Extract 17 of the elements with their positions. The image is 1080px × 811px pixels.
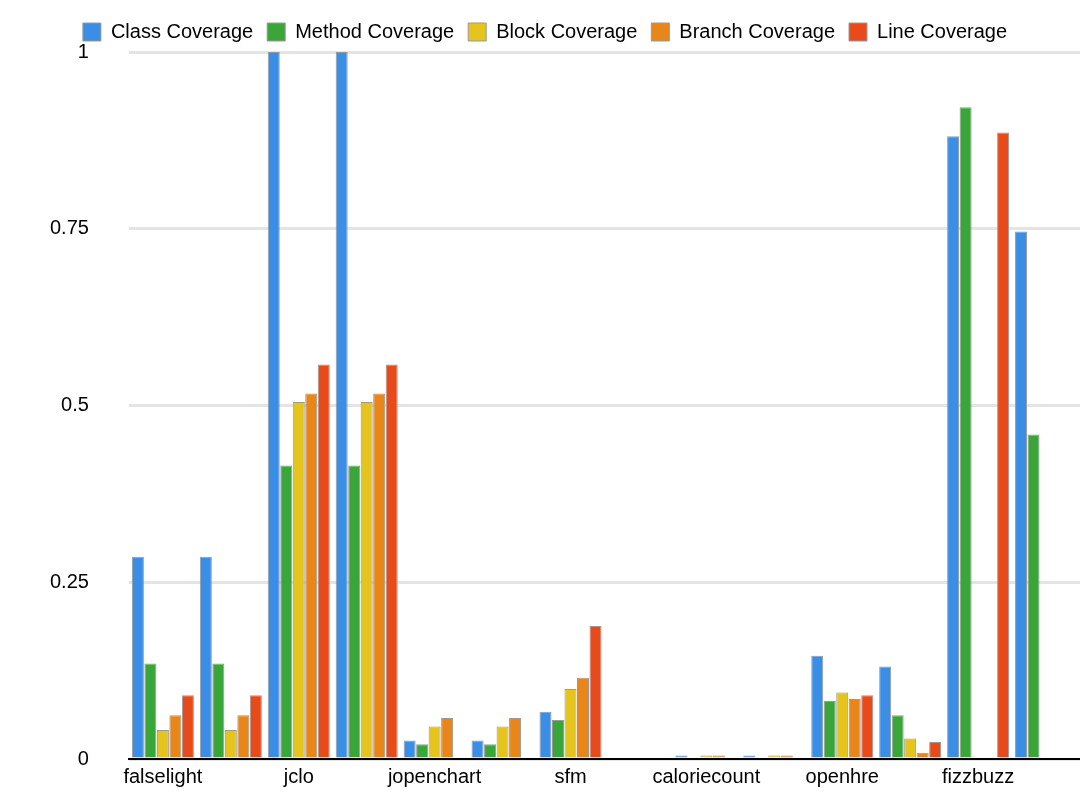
legend-label: Block Coverage (496, 19, 638, 42)
x-tick-label: falselight (123, 764, 203, 787)
legend-label: Class Coverage (110, 19, 254, 42)
legend-label: Line Coverage (877, 19, 1008, 42)
y-tick-label: 0.5 (61, 393, 89, 416)
legend-label: Branch Coverage (679, 19, 836, 42)
y-tick-label: 0 (77, 746, 89, 769)
x-tick-label: caloriecount (652, 764, 761, 787)
x-tick-label: jclo (282, 764, 314, 787)
x-tick-label: sfm (554, 764, 587, 787)
legend-label: Method Coverage (295, 19, 455, 42)
y-tick-label: 1 (77, 39, 89, 62)
x-tick-label: openhre (805, 764, 879, 787)
x-tick-label: jopenchart (386, 764, 482, 787)
x-tick-label: fizzbuzz (941, 764, 1015, 787)
y-tick-label: 0.75 (49, 216, 89, 239)
y-tick-label: 0.25 (49, 569, 89, 592)
